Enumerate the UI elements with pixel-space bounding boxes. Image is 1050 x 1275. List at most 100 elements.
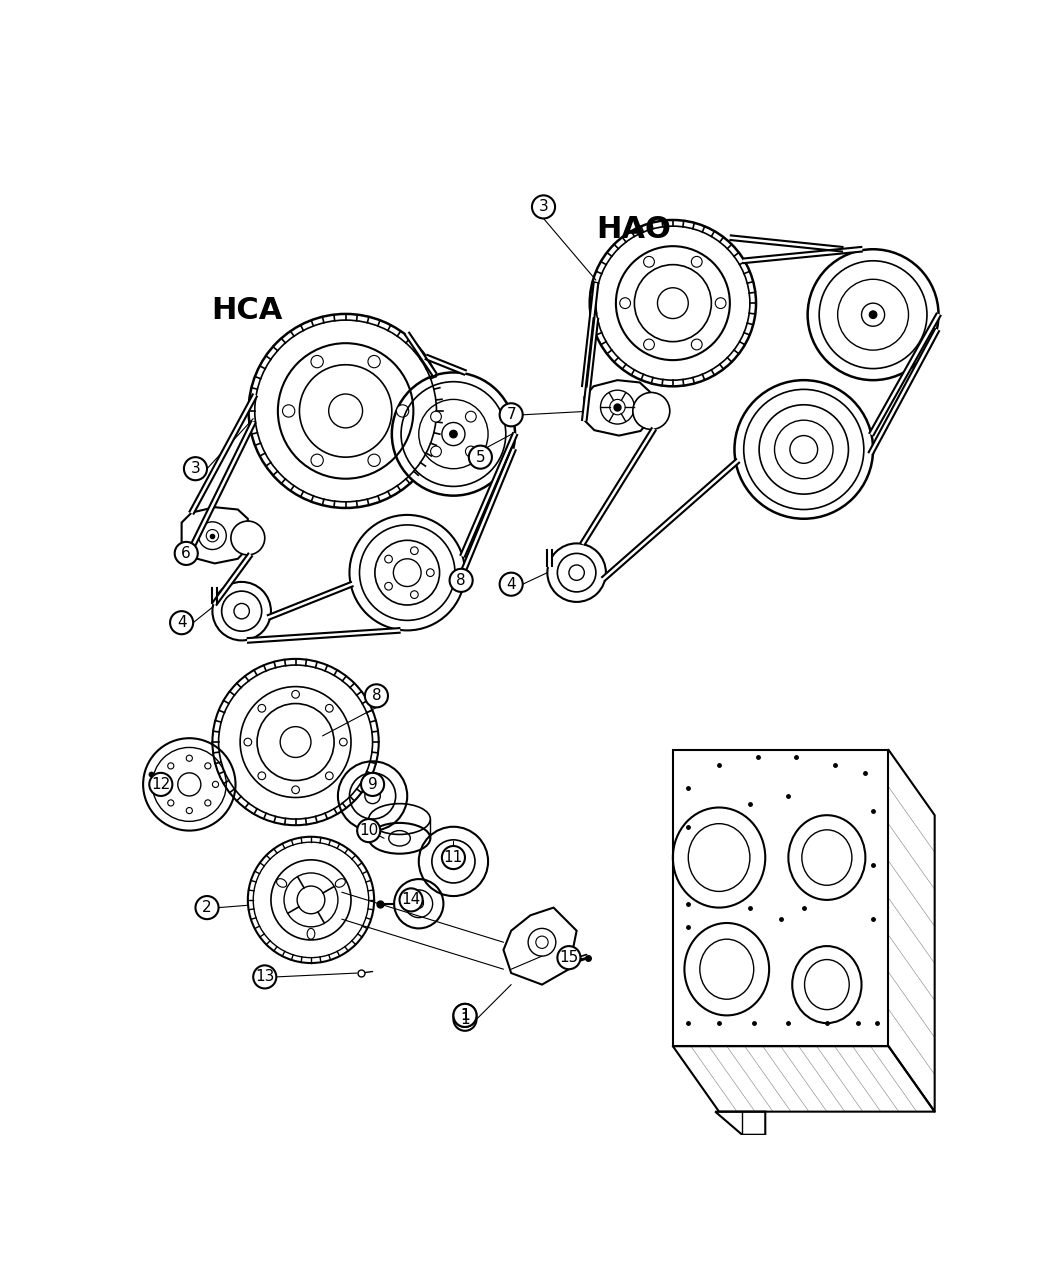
- Text: 1: 1: [460, 1012, 469, 1026]
- Text: 5: 5: [476, 450, 485, 464]
- Circle shape: [186, 755, 192, 761]
- Polygon shape: [406, 333, 436, 375]
- Circle shape: [326, 771, 333, 779]
- Circle shape: [212, 581, 271, 640]
- Circle shape: [430, 446, 441, 456]
- Circle shape: [454, 1007, 477, 1030]
- Circle shape: [442, 847, 465, 870]
- Circle shape: [547, 543, 606, 602]
- Circle shape: [715, 298, 726, 309]
- Circle shape: [368, 356, 380, 367]
- Polygon shape: [548, 550, 551, 566]
- Text: 6: 6: [182, 546, 191, 561]
- Polygon shape: [460, 449, 514, 578]
- Circle shape: [160, 782, 166, 788]
- Text: 8: 8: [457, 572, 466, 588]
- Circle shape: [392, 372, 516, 496]
- Circle shape: [500, 572, 523, 595]
- Text: HAO: HAO: [596, 214, 671, 244]
- Circle shape: [691, 339, 702, 349]
- Circle shape: [620, 298, 630, 309]
- Polygon shape: [426, 356, 465, 374]
- Circle shape: [465, 412, 477, 422]
- Circle shape: [384, 555, 393, 564]
- Circle shape: [339, 738, 348, 746]
- Polygon shape: [583, 284, 597, 386]
- Text: 4: 4: [176, 616, 187, 630]
- Polygon shape: [248, 629, 400, 641]
- Circle shape: [465, 446, 477, 456]
- Text: 1: 1: [460, 1009, 469, 1023]
- Circle shape: [205, 799, 211, 806]
- Polygon shape: [182, 507, 248, 564]
- Circle shape: [411, 547, 418, 555]
- Circle shape: [633, 393, 670, 430]
- Circle shape: [361, 773, 384, 796]
- Circle shape: [365, 685, 388, 708]
- Text: 2: 2: [203, 900, 212, 915]
- Circle shape: [170, 611, 193, 634]
- Circle shape: [426, 569, 435, 576]
- Text: HCA: HCA: [211, 296, 282, 325]
- Circle shape: [735, 380, 873, 519]
- Polygon shape: [582, 428, 655, 544]
- Circle shape: [244, 738, 252, 746]
- Circle shape: [195, 896, 218, 919]
- Circle shape: [691, 256, 702, 268]
- Circle shape: [205, 762, 211, 769]
- Circle shape: [807, 249, 939, 380]
- Polygon shape: [731, 236, 842, 251]
- Circle shape: [357, 819, 380, 843]
- Circle shape: [212, 782, 218, 788]
- Polygon shape: [870, 314, 940, 435]
- Polygon shape: [190, 422, 254, 548]
- Text: 7: 7: [506, 407, 516, 422]
- Circle shape: [326, 705, 333, 713]
- Polygon shape: [869, 329, 939, 454]
- Text: 14: 14: [401, 892, 421, 908]
- Circle shape: [258, 771, 266, 779]
- Text: 3: 3: [539, 199, 548, 214]
- Circle shape: [397, 404, 408, 417]
- Circle shape: [168, 762, 174, 769]
- Circle shape: [174, 542, 197, 565]
- Text: 3: 3: [191, 462, 201, 476]
- Circle shape: [258, 705, 266, 713]
- Circle shape: [282, 404, 295, 417]
- Circle shape: [350, 515, 465, 630]
- Circle shape: [644, 339, 654, 349]
- Circle shape: [168, 799, 174, 806]
- Circle shape: [532, 195, 555, 218]
- Circle shape: [292, 691, 299, 699]
- Polygon shape: [584, 380, 650, 436]
- Circle shape: [311, 356, 323, 367]
- Text: 1: 1: [460, 1009, 469, 1023]
- Circle shape: [869, 311, 877, 319]
- Circle shape: [292, 785, 299, 793]
- Text: 11: 11: [444, 850, 463, 864]
- Text: 12: 12: [151, 776, 170, 792]
- Polygon shape: [461, 434, 517, 556]
- Circle shape: [384, 583, 393, 590]
- Circle shape: [186, 807, 192, 813]
- Circle shape: [231, 521, 265, 555]
- Polygon shape: [190, 395, 256, 514]
- Circle shape: [558, 946, 581, 969]
- Text: 9: 9: [368, 776, 377, 792]
- Circle shape: [368, 454, 380, 467]
- Circle shape: [590, 221, 756, 386]
- Circle shape: [399, 889, 422, 912]
- Text: 10: 10: [359, 824, 378, 838]
- Circle shape: [411, 590, 418, 598]
- Polygon shape: [743, 247, 862, 263]
- Circle shape: [184, 458, 207, 481]
- Circle shape: [500, 403, 523, 426]
- Polygon shape: [583, 319, 597, 421]
- Text: 8: 8: [372, 688, 381, 704]
- Circle shape: [644, 256, 654, 268]
- Circle shape: [430, 412, 441, 422]
- Polygon shape: [213, 588, 216, 603]
- Circle shape: [311, 454, 323, 467]
- Circle shape: [449, 569, 472, 592]
- Polygon shape: [603, 460, 738, 580]
